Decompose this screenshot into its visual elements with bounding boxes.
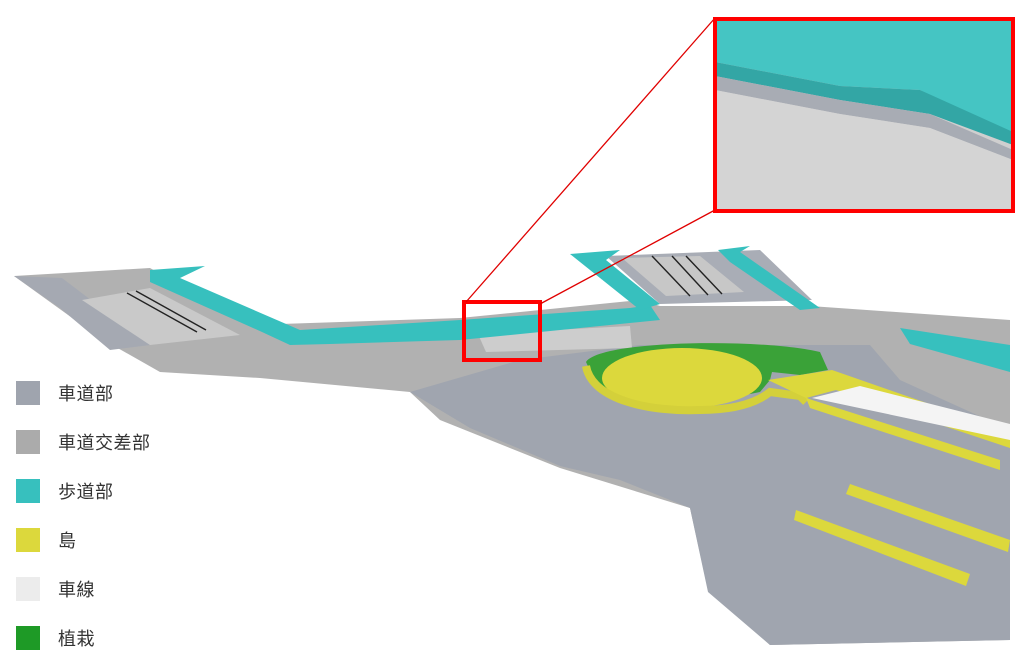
legend-item-planting: 植栽 <box>16 613 216 660</box>
crosswalk-line <box>685 255 723 295</box>
crosswalk-line <box>126 292 198 333</box>
sidewalk-left <box>150 266 660 345</box>
legend-swatch <box>16 625 40 650</box>
island-strip <box>794 510 970 586</box>
legend-label: 歩道部 <box>58 481 114 503</box>
highlight-box-small <box>462 300 542 362</box>
island-strip <box>846 484 1010 552</box>
crosswalk-line <box>671 255 709 296</box>
island-strip <box>768 370 1010 448</box>
legend-item-lane-marking: 車線 <box>16 564 216 613</box>
zoom-inset <box>715 19 1013 211</box>
legend-swatch <box>16 576 40 601</box>
zoom-connector-line <box>465 17 716 303</box>
legend-swatch <box>16 380 40 405</box>
legend-item-roadway-intersection: 車道交差部 <box>16 417 216 466</box>
legend-label: 車道部 <box>58 383 114 405</box>
crosswalk-left <box>82 288 240 345</box>
legend-item-island: 島 <box>16 515 216 564</box>
legend-label: 島 <box>58 530 77 552</box>
island-strip <box>806 398 1000 470</box>
highlight-box-zoom <box>713 17 1015 213</box>
lane-white-area <box>812 386 1010 440</box>
sidewalk-topright-arm <box>570 250 660 310</box>
legend-label: 車道交差部 <box>58 432 151 454</box>
island-rim <box>582 364 809 415</box>
legend-swatch <box>16 478 40 503</box>
legend-item-roadway: 車道部 <box>16 368 216 417</box>
legend: 車道部 車道交差部 歩道部 島 車線 植栽 <box>16 368 216 660</box>
crosswalk-line <box>135 290 207 331</box>
sidewalk-topright-arm-2 <box>718 246 820 310</box>
sidewalk-right <box>900 328 1010 372</box>
island-circle <box>602 348 762 408</box>
legend-item-sidewalk: 歩道部 <box>16 466 216 515</box>
crosswalk-line <box>651 255 691 297</box>
legend-label: 車線 <box>58 579 95 601</box>
roadway-surface-left <box>14 276 150 350</box>
legend-swatch <box>16 429 40 454</box>
zoom-connector-line <box>539 209 716 305</box>
legend-label: 植栽 <box>58 628 95 650</box>
legend-swatch <box>16 527 40 552</box>
